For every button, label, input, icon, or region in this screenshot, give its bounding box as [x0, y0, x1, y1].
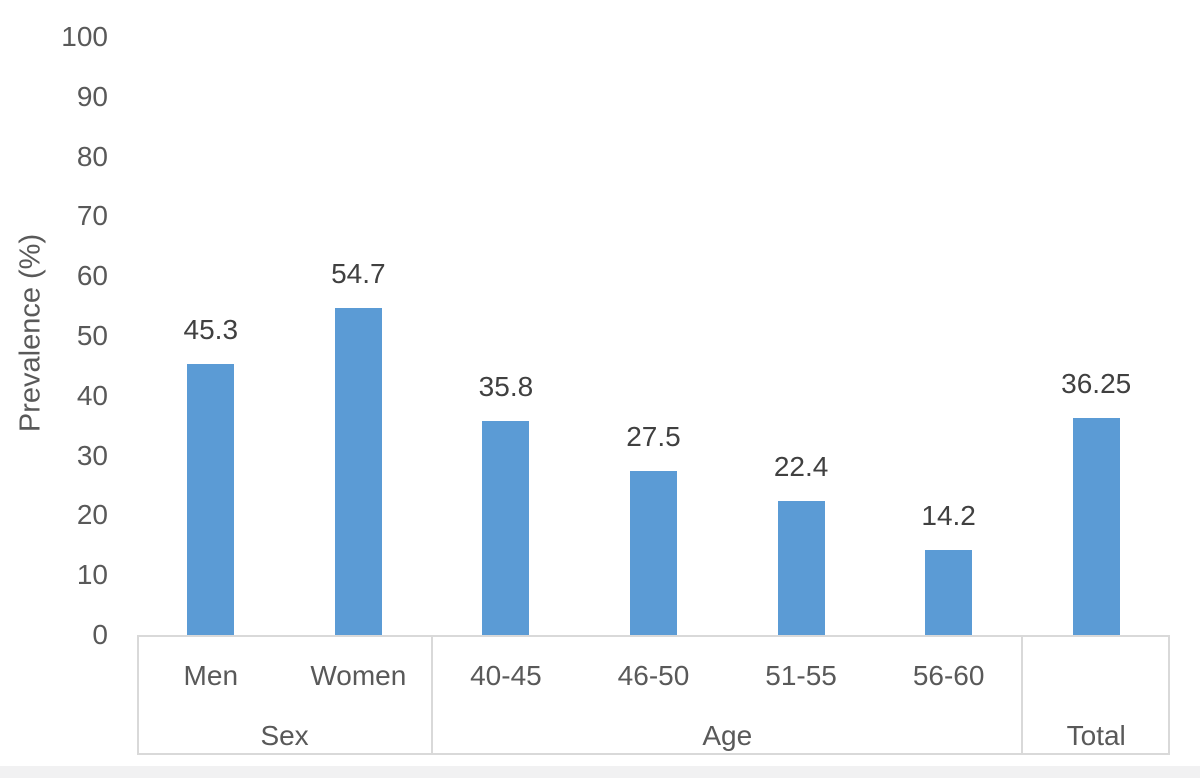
bottom-margin-strip	[0, 766, 1200, 778]
y-axis-tick-label: 50	[76, 320, 108, 351]
bar-40-45	[482, 420, 530, 635]
axis-table-right-border	[1168, 635, 1170, 755]
category-label: 51-55	[765, 660, 837, 691]
bar-51-55	[777, 501, 825, 635]
data-label: 45.3	[183, 314, 239, 346]
bar-total	[1072, 418, 1120, 635]
y-axis-tick-label: 100	[61, 21, 108, 52]
category-label: 46-50	[617, 660, 690, 691]
y-axis-tick-label: 60	[76, 260, 108, 292]
group-label-age: Age	[702, 720, 753, 751]
category-label: 56-60	[912, 660, 985, 691]
group-divider	[431, 635, 434, 755]
group-divider	[1021, 635, 1024, 755]
data-label: 54.7	[331, 257, 386, 289]
y-axis-tick-label: 90	[76, 80, 108, 112]
group-label-sex: Sex	[260, 720, 309, 751]
category-label: Women	[310, 660, 407, 691]
y-axis-tick-label: 10	[76, 559, 108, 591]
group-label-total: Total	[1066, 720, 1126, 751]
bar-56-60	[925, 550, 973, 635]
axis-table-bottom-border	[137, 753, 1170, 755]
bar-Women	[334, 307, 382, 635]
y-axis-tick-label: 30	[76, 439, 108, 471]
y-axis-tick-label: 20	[76, 499, 108, 531]
x-axis-line	[137, 635, 1170, 637]
category-label: 40-45	[470, 660, 542, 691]
y-axis-tick-label: 40	[76, 379, 108, 411]
data-label: 27.5	[626, 420, 681, 452]
bar-46-50	[630, 470, 677, 635]
category-label: Men	[183, 660, 239, 691]
data-label: 22.4	[773, 451, 829, 483]
data-label: 14.2	[921, 500, 976, 532]
y-axis-tick-label: 70	[76, 200, 108, 232]
y-axis-tick-label: 80	[76, 140, 108, 172]
axis-table-left-border	[137, 635, 139, 755]
y-axis-tick-label: 0	[92, 619, 108, 650]
data-label: 35.8	[478, 370, 534, 402]
data-label: 36.25	[1061, 368, 1132, 400]
bar-Men	[187, 364, 235, 635]
